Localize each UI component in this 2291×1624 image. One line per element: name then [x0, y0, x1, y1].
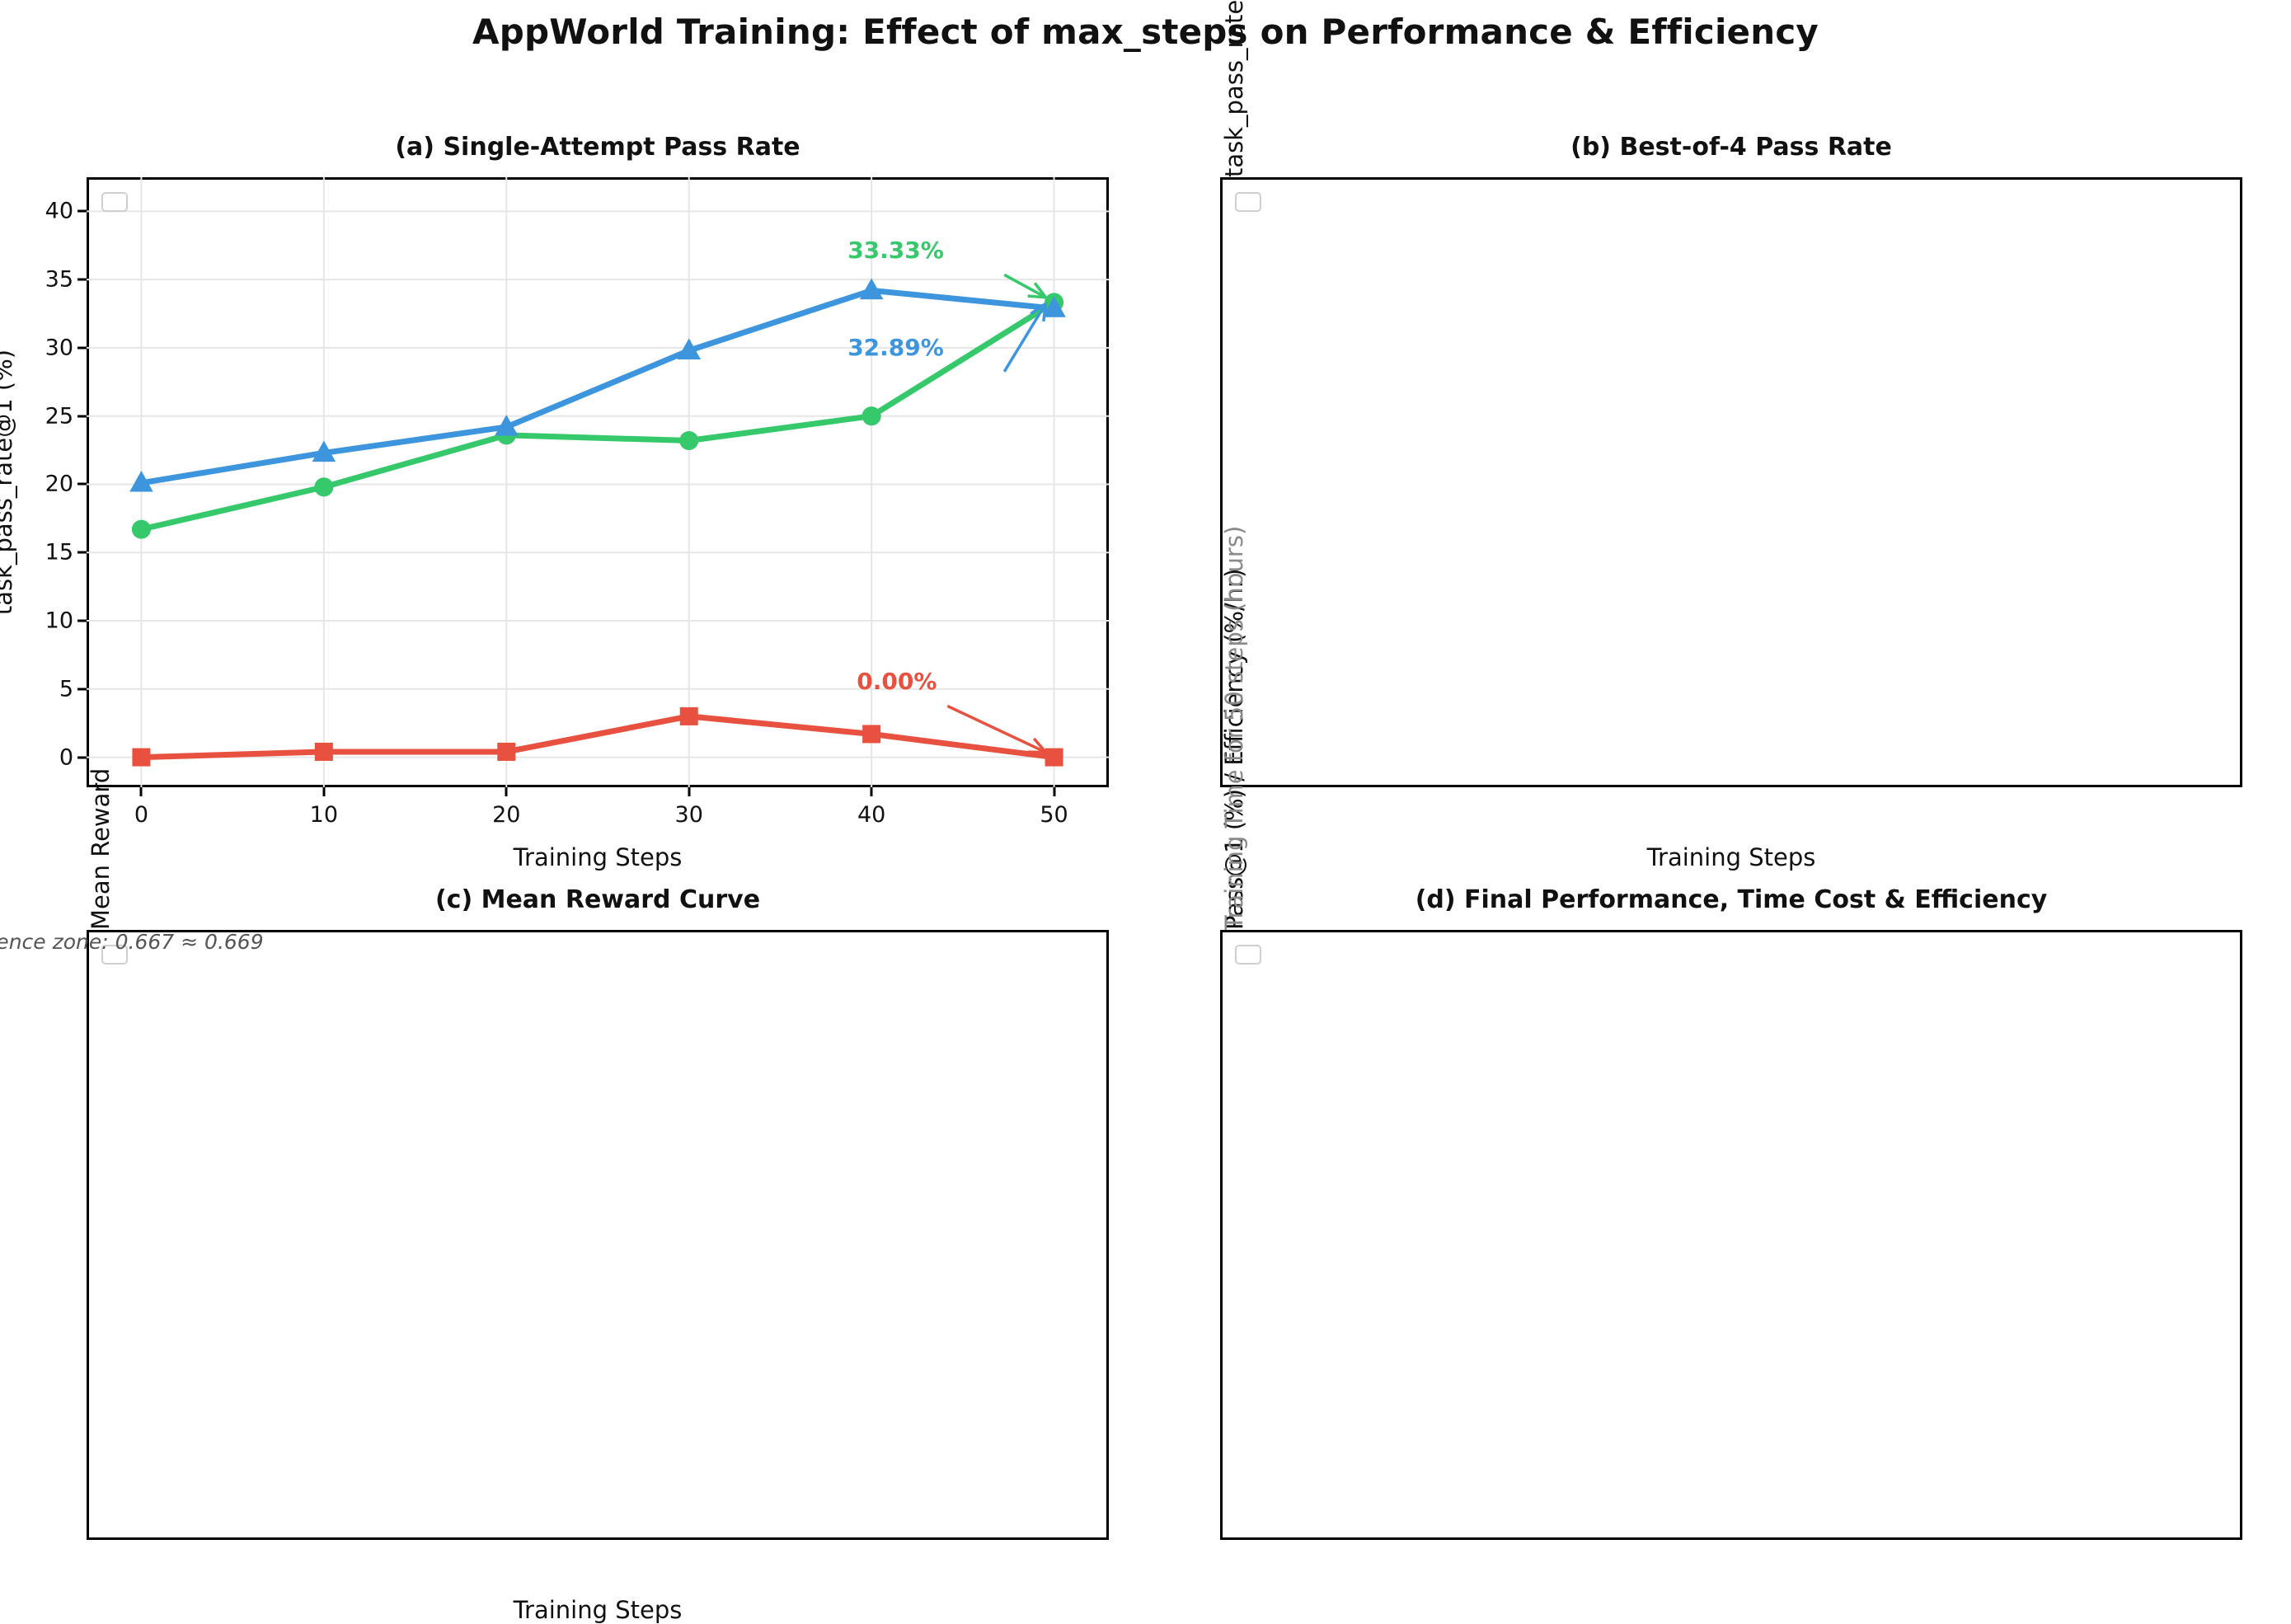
- x-tick-label: 10: [310, 802, 338, 828]
- y-tick-mark: [77, 552, 87, 554]
- y-tick-label: 0: [59, 744, 73, 770]
- y-tick-label: 40: [45, 199, 73, 224]
- panel-d-canvas: [1220, 930, 2242, 1540]
- y-tick-label: 25: [45, 403, 73, 429]
- x-tick-label: 30: [675, 802, 703, 828]
- panel-a-x-axis-label: Training Steps: [87, 843, 1109, 871]
- panel-b-canvas: [1220, 177, 2242, 787]
- y-tick-mark: [77, 483, 87, 486]
- panel-d-right-y-axis-label: Training Time for 50 steps (hours): [1220, 526, 1248, 930]
- y-tick-mark: [77, 346, 87, 349]
- panel-d-legend[interactable]: [1235, 945, 1261, 965]
- x-tick-mark: [871, 787, 873, 796]
- y-tick-label: 30: [45, 335, 73, 360]
- y-tick-mark: [77, 279, 87, 281]
- panel-c-canvas: [87, 930, 1109, 1540]
- x-tick-label: 0: [134, 802, 148, 828]
- x-tick-mark: [505, 787, 508, 796]
- y-tick-mark: [77, 415, 87, 417]
- panel-c-x-axis-label: Training Steps: [87, 1596, 1109, 1624]
- panel-b-best-of-4-pass-rate: (b) Best-of-4 Pass Rate task_pass_rate@4…: [1220, 177, 2242, 787]
- x-tick-label: 20: [492, 802, 520, 828]
- panel-a-annotation-1: 32.89%: [847, 334, 944, 361]
- convergence-zone-note: Convergence zone: 0.667 ≈ 0.669: [0, 930, 264, 954]
- panel-a-annotation-0: 33.33%: [847, 237, 944, 264]
- y-tick-label: 35: [45, 267, 73, 293]
- y-tick-label: 10: [45, 608, 73, 634]
- panel-a-y-axis-label: task_pass_rate@1 (%): [0, 350, 17, 615]
- y-tick-mark: [77, 620, 87, 622]
- panel-c-mean-reward-curve: (c) Mean Reward Curve Mean Reward Traini…: [87, 930, 1109, 1540]
- x-tick-mark: [688, 787, 690, 796]
- x-tick-mark: [322, 787, 325, 796]
- x-tick-mark: [140, 787, 143, 796]
- y-tick-label: 20: [45, 472, 73, 497]
- panel-b-legend[interactable]: [1235, 192, 1261, 212]
- x-tick-label: 40: [857, 802, 885, 828]
- panel-d-final-performance-time-efficiency: (d) Final Performance, Time Cost & Effic…: [1220, 930, 2242, 1540]
- panel-c-y-axis-label: Mean Reward: [87, 768, 115, 930]
- y-tick-mark: [77, 756, 87, 758]
- panel-a-legend[interactable]: [101, 192, 128, 212]
- figure-title: AppWorld Training: Effect of max_steps o…: [0, 12, 2291, 52]
- panel-b-x-axis-label: Training Steps: [1220, 843, 2242, 871]
- y-tick-label: 15: [45, 540, 73, 566]
- panel-a-title: (a) Single-Attempt Pass Rate: [87, 133, 1109, 162]
- x-tick-label: 50: [1040, 802, 1068, 828]
- panel-d-title: (d) Final Performance, Time Cost & Effic…: [1220, 885, 2242, 914]
- y-tick-label: 5: [59, 676, 73, 702]
- panel-c-title: (c) Mean Reward Curve: [87, 885, 1109, 914]
- panel-a-annotation-2: 0.00%: [857, 668, 937, 695]
- y-tick-mark: [77, 210, 87, 213]
- panel-a-canvas: [87, 177, 1109, 787]
- panel-b-title: (b) Best-of-4 Pass Rate: [1220, 133, 2242, 162]
- y-tick-mark: [77, 688, 87, 690]
- panel-b-y-axis-label: task_pass_rate@4 (%): [1220, 0, 1248, 177]
- x-tick-mark: [1053, 787, 1055, 796]
